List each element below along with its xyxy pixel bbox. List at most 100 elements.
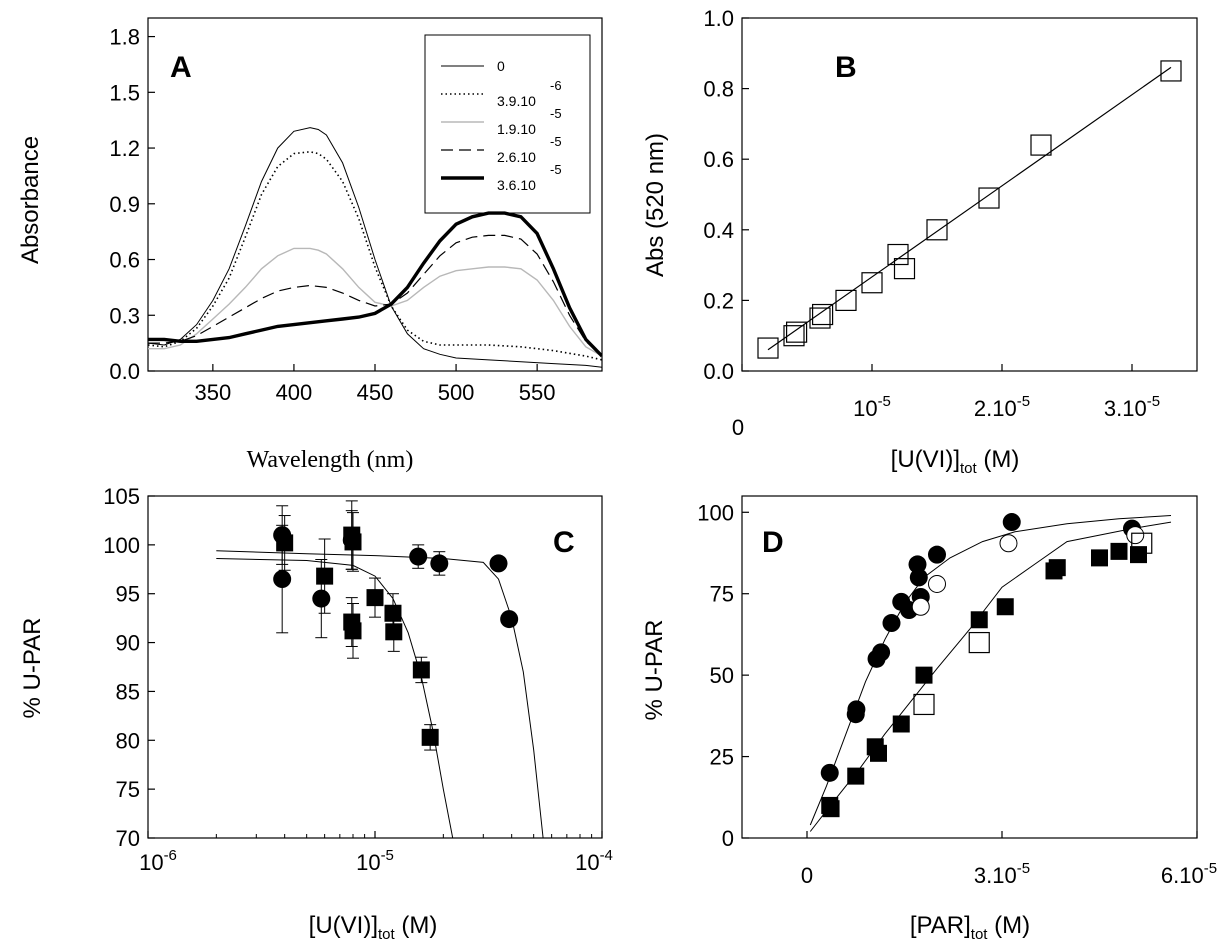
panel-c-point-filled-square — [385, 623, 403, 641]
panel-d-xlabel: [PAR]tot (M) — [910, 912, 1030, 943]
panel-d-point-open-square — [1131, 532, 1153, 554]
panel-c-point-filled-square — [316, 567, 334, 585]
panel-c-point-filled-circle — [312, 589, 331, 608]
panel-d-point-filled-square — [970, 611, 988, 629]
panel-b-xlabel: [U(VI)]tot (M) — [891, 446, 1020, 477]
panel-d-fit-curve — [809, 521, 1172, 832]
panel-b-ytick-label: 0.8 — [703, 77, 734, 102]
panel-c-point-filled-square — [412, 661, 430, 679]
panel-c-xtick-label: 10-6 — [139, 847, 177, 875]
panel-d-point-filled-square — [847, 767, 865, 785]
panel-a-legend-exponent: -5 — [550, 162, 562, 177]
panel-d-point-filled-circle — [872, 643, 891, 662]
panel-a-legend-box — [424, 34, 591, 214]
panel-b-point-open-square — [926, 219, 948, 241]
panel-d-plot-area — [809, 513, 1172, 832]
panel-b-point-open-square — [887, 243, 909, 266]
panel-c-plot-area — [216, 500, 544, 838]
panel-c-ytick-label: 85 — [116, 679, 140, 704]
panel-d-ytick-label: 75 — [710, 582, 734, 607]
panel-c-ytick-label: 95 — [116, 582, 140, 607]
panel-a-ytick-label: 0.0 — [109, 359, 140, 384]
panel-b-point-open-square — [893, 258, 916, 280]
panel-a-series-line — [148, 127, 602, 368]
panel-d-point-open-circle — [911, 597, 930, 616]
panel-a-legend-label: 1.9.10 — [497, 121, 536, 137]
panel-b-plot-frame — [741, 17, 1198, 372]
panel-c-xlabel: [U(VI)]tot (M) — [309, 912, 438, 943]
panel-c-point-filled-square — [421, 728, 439, 746]
panel-c-point-filled-square — [366, 589, 384, 607]
panel-d-point-open-circle — [1126, 526, 1145, 545]
panel-b-point-open-square — [1030, 134, 1052, 156]
panel-a-legend: 0 3.9.10 -6 1.9.10 -5 2.6.10 -5 3.6.10 -5 — [424, 34, 591, 214]
panel-c-ytick-label: 90 — [116, 631, 140, 656]
panel-a-xlabel: Wavelength (nm) — [247, 447, 414, 473]
panel-d-ylabel: % U-PAR — [641, 620, 668, 721]
panel-c-point-filled-square — [344, 622, 362, 640]
panel-c-xtick-label: 10-5 — [356, 847, 394, 875]
panel-c-point-filled-circle — [489, 554, 508, 573]
panel-a-xtick-label: 350 — [194, 380, 231, 405]
panel-d-point-filled-square — [1045, 562, 1063, 580]
panel-d-point-filled-square — [1110, 542, 1128, 560]
panel-c-point-filled-circle — [430, 554, 449, 573]
panel-c-ytick-label: 100 — [103, 533, 140, 558]
panel-c-ytick-label: 105 — [103, 484, 140, 509]
panel-b-point-open-square — [978, 187, 1000, 209]
panel-d-xtick-label: 0 — [801, 863, 813, 888]
panel-c-ytick-label: 80 — [116, 728, 140, 753]
panel-d-letter: D — [762, 526, 784, 559]
panel-a-ytick-label: 0.3 — [109, 303, 140, 328]
panel-d-ytick-label: 25 — [710, 745, 734, 770]
panel-b-xtick-label: 0 — [732, 415, 744, 440]
panel-d-fit-curve — [809, 515, 1172, 826]
panel-b-xtick-label: 2.10-5 — [974, 393, 1030, 421]
panel-b-point-open-square — [757, 337, 779, 359]
panel-d-point-filled-circle — [882, 614, 901, 633]
panel-d-point-open-circle — [928, 574, 946, 593]
panel-b-point-open-square — [783, 325, 805, 347]
panel-c-fit-curve — [216, 558, 454, 838]
panel-d-point-open-circle — [999, 534, 1018, 553]
panel-a-xtick-label: 500 — [438, 380, 475, 405]
panel-b-fit-line — [767, 66, 1172, 351]
panel-a-xtick-label: 450 — [357, 380, 394, 405]
panel-a-legend-label: 0 — [497, 58, 505, 74]
panel-a-ytick-label: 0.9 — [109, 192, 140, 217]
panel-c: C [U(VI)]tot (M) % U-PAR 70 75 80 85 90 95 100… — [19, 484, 613, 943]
panel-d-point-filled-square — [822, 800, 840, 818]
panel-b-ytick-label: 0.4 — [703, 218, 734, 243]
panel-a-ytick-label: 1.8 — [109, 25, 140, 50]
panel-b-ytick-label: 0.6 — [703, 147, 734, 172]
panel-b-ytick-label: 0.0 — [703, 359, 734, 384]
panel-b-xtick-label: 10-5 — [853, 393, 891, 421]
panel-c-point-filled-circle — [409, 547, 428, 566]
panel-d-xtick-label: 3.10-5 — [974, 860, 1030, 888]
panel-c-ytick-label: 70 — [116, 826, 140, 851]
panel-c-xtick-label: 10-4 — [575, 847, 613, 875]
panel-b-point-open-square — [1160, 60, 1182, 82]
panel-b-point-open-square — [785, 321, 808, 343]
panel-a-ytick-label: 0.6 — [109, 248, 140, 273]
panel-d-plot-frame — [741, 495, 1198, 839]
panel-c-point-filled-circle — [273, 570, 292, 589]
panel-d-point-filled-square — [870, 744, 887, 762]
panel-a-legend-label: 3.9.10 — [497, 93, 536, 109]
panel-d-ytick-label: 0 — [722, 826, 734, 851]
panel-b-ytick-label: 1.0 — [703, 6, 734, 31]
panel-c-letter: C — [553, 526, 575, 559]
panel-a-ytick-label: 1.2 — [109, 136, 140, 161]
panel-b-xtick-label: 3.10-5 — [1104, 393, 1160, 421]
panel-c-point-filled-square — [384, 604, 402, 622]
panel-a-letter: A — [170, 51, 192, 84]
panel-a-xtick-label: 550 — [519, 380, 556, 405]
panel-d-point-filled-circle — [1002, 513, 1021, 532]
panel-a-legend-label: 2.6.10 — [497, 149, 536, 165]
panel-b-point-open-square — [835, 289, 857, 311]
panel-c-fit-curve — [216, 550, 544, 838]
panel-a-legend-exponent: -5 — [550, 134, 562, 149]
panel-a-legend-exponent: -6 — [550, 78, 562, 93]
panel-d: D [PAR]tot (M) % U-PAR 0 25 50 75 100 0 3.10-5… — [641, 495, 1217, 943]
